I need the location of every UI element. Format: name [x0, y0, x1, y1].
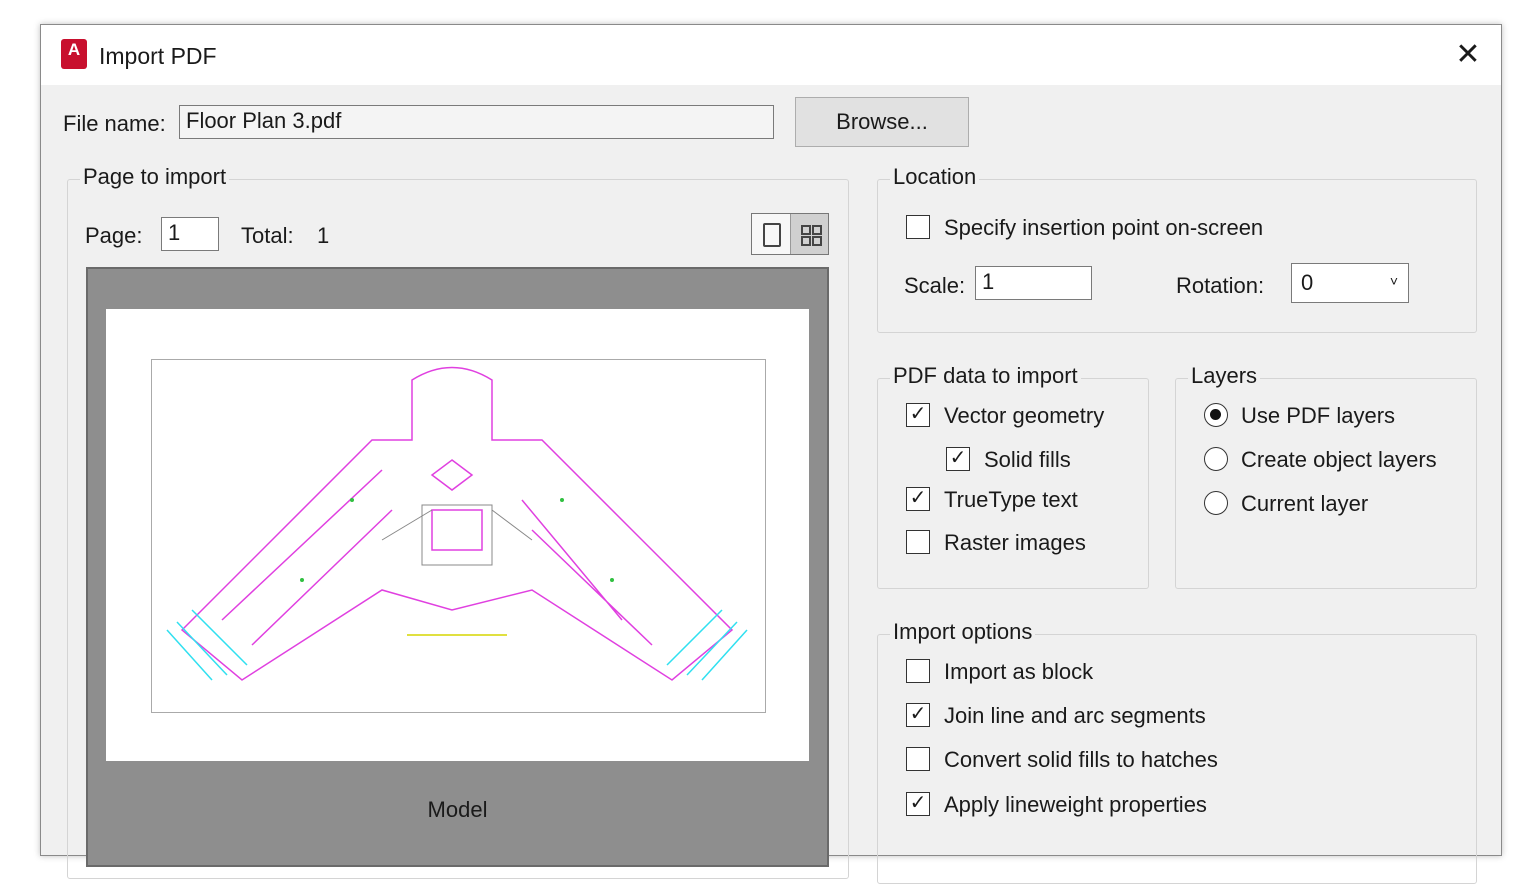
solid-fills-label: Solid fills [984, 447, 1071, 472]
solid-fills-checkbox[interactable]: ✓ [946, 447, 970, 471]
file-name-label: File name: [63, 111, 166, 136]
use-pdf-layers-radio[interactable] [1204, 403, 1228, 427]
create-object-layers-radio[interactable] [1204, 447, 1228, 471]
create-object-layers-label: Create object layers [1241, 447, 1437, 472]
convert-fills-label: Convert solid fills to hatches [944, 747, 1218, 772]
join-segments-label: Join line and arc segments [944, 703, 1206, 728]
total-value: 1 [317, 223, 330, 248]
pdf-data-group: PDF data to import [877, 363, 1149, 589]
preview-caption: Model [427, 797, 488, 822]
raster-images-label: Raster images [944, 530, 1086, 555]
dialog-title: Import PDF [99, 43, 217, 69]
truetype-text-label: TrueType text [944, 487, 1078, 512]
location-group: Location [877, 164, 1477, 333]
group-title: Import options [890, 619, 1036, 645]
group-title: Layers [1188, 363, 1261, 389]
group-title: Page to import [80, 164, 230, 190]
apply-lineweight-label: Apply lineweight properties [944, 792, 1207, 817]
convert-fills-checkbox[interactable] [906, 747, 930, 771]
file-name-input[interactable]: Floor Plan 3.pdf [179, 105, 774, 139]
group-title: Location [890, 164, 980, 190]
rotation-select[interactable]: 0 ˅ [1291, 263, 1409, 303]
preview-sheet [106, 309, 809, 761]
page-input[interactable]: 1 [161, 217, 219, 251]
chevron-down-icon: ˅ [1389, 273, 1398, 289]
scale-input[interactable]: 1 [975, 266, 1092, 300]
import-pdf-dialog: A Import PDF ✕ File name: Floor Plan 3.p… [40, 24, 1502, 884]
close-icon[interactable]: ✕ [1455, 38, 1481, 71]
title-bar: A Import PDF ✕ [41, 25, 1501, 85]
total-label: Total: [241, 223, 294, 248]
vector-geometry-checkbox[interactable]: ✓ [906, 403, 930, 427]
use-pdf-layers-label: Use PDF layers [1241, 403, 1396, 428]
join-segments-checkbox[interactable]: ✓ [906, 703, 930, 727]
rotation-label: Rotation: [1176, 273, 1265, 298]
specify-insertion-checkbox[interactable] [906, 215, 930, 239]
grid-pages-icon[interactable] [791, 214, 828, 254]
specify-insertion-label: Specify insertion point on-screen [944, 215, 1264, 240]
view-mode-toggle [751, 213, 829, 255]
floor-plan-thumbnail [151, 359, 766, 713]
layers-group: Layers [1175, 363, 1477, 589]
single-page-icon[interactable] [752, 214, 791, 254]
rotation-value: 0 [1301, 270, 1314, 295]
scale-label: Scale: [904, 273, 966, 298]
apply-lineweight-checkbox[interactable]: ✓ [906, 792, 930, 816]
page-preview[interactable]: Model [86, 267, 829, 867]
import-as-block-label: Import as block [944, 659, 1094, 684]
browse-button[interactable]: Browse... [795, 97, 969, 147]
raster-images-checkbox[interactable] [906, 530, 930, 554]
page-label: Page: [85, 223, 143, 248]
autocad-logo-icon: A [61, 39, 87, 69]
current-layer-radio[interactable] [1204, 491, 1228, 515]
group-title: PDF data to import [890, 363, 1081, 389]
vector-geometry-label: Vector geometry [944, 403, 1105, 428]
import-as-block-checkbox[interactable] [906, 659, 930, 683]
truetype-text-checkbox[interactable]: ✓ [906, 487, 930, 511]
current-layer-label: Current layer [1241, 491, 1369, 516]
